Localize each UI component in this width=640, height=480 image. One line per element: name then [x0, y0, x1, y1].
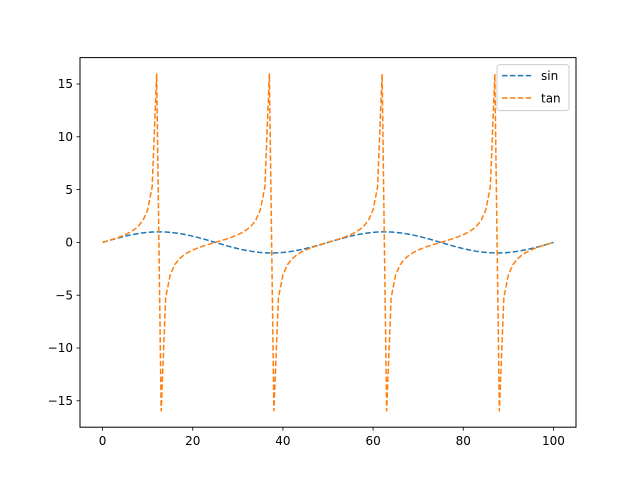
- series-line-tan: [102, 73, 554, 412]
- x-tick-label: 0: [99, 434, 107, 448]
- legend-label-sin: sin: [541, 69, 558, 83]
- x-tick-label: 20: [185, 434, 200, 448]
- x-tick-label: 100: [542, 434, 565, 448]
- x-axis: 0 20 40 60 80 100: [99, 427, 565, 448]
- y-tick-label: −10: [48, 341, 73, 355]
- y-tick-label: −15: [48, 394, 73, 408]
- legend: sin tan: [496, 64, 570, 112]
- x-tick-label: 40: [275, 434, 290, 448]
- y-tick-label: −5: [55, 288, 73, 302]
- x-tick-label: 60: [365, 434, 380, 448]
- y-tick-label: 15: [58, 77, 73, 91]
- plot-lines: [102, 73, 554, 412]
- x-tick-label: 80: [456, 434, 471, 448]
- y-tick-label: 0: [65, 236, 73, 250]
- y-tick-label: 10: [58, 130, 73, 144]
- y-axis: −15 −10 −5 0 5 10 15: [48, 77, 80, 408]
- y-tick-label: 5: [65, 183, 73, 197]
- legend-label-tan: tan: [541, 91, 561, 105]
